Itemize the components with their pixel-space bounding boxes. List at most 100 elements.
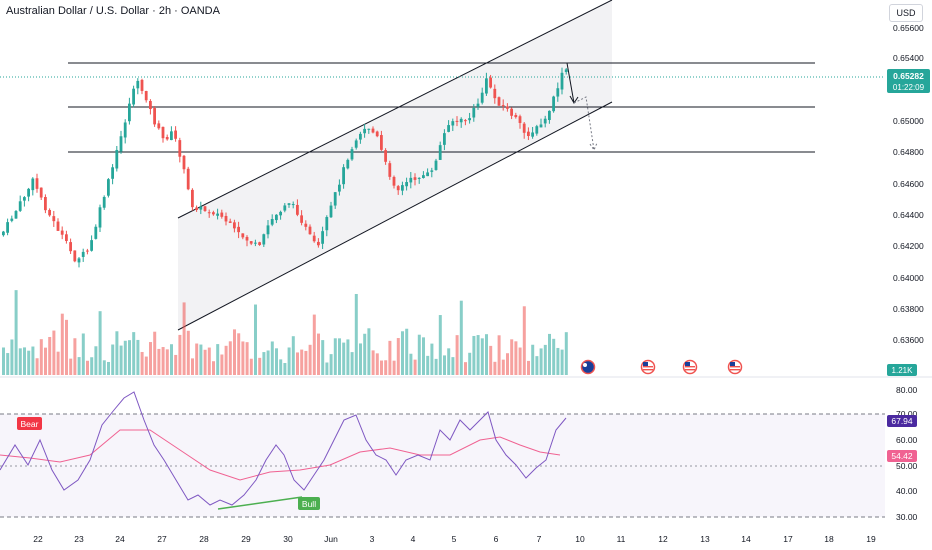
event-flag-usd[interactable]	[640, 359, 656, 375]
volume-bar	[396, 338, 400, 375]
candle-body	[191, 189, 194, 208]
volume-bar	[405, 328, 409, 375]
volume-bar	[552, 338, 556, 375]
event-flag-usd[interactable]	[727, 359, 743, 375]
candle-body	[304, 223, 308, 227]
time-label: 19	[866, 534, 876, 544]
candle-body	[380, 135, 383, 150]
volume-bar	[363, 333, 367, 375]
candle-body	[6, 222, 9, 233]
candle-body	[275, 214, 278, 221]
rsi-axis[interactable]: 80.00 70.00 60.00 50.00 40.00 30.00	[896, 385, 918, 522]
channel-lower-line[interactable]	[177, 101, 613, 331]
candle-body	[2, 231, 5, 236]
volume-bar	[325, 362, 329, 375]
volume-bar	[98, 311, 102, 375]
volume-bar	[304, 350, 308, 375]
rsi-ma-line	[0, 429, 561, 481]
candle-body	[283, 205, 287, 211]
bear-label-text: Bear	[21, 419, 39, 429]
price-tick: 0.63800	[893, 304, 924, 314]
price-tick: 0.64400	[893, 210, 924, 220]
volume-bar	[81, 333, 85, 375]
event-flag-usd[interactable]	[682, 359, 698, 375]
event-flag-aud[interactable]	[580, 359, 596, 375]
volume-bar	[548, 333, 551, 375]
candle-body	[438, 145, 442, 160]
price-tick: 0.64600	[893, 179, 924, 189]
volume-bar	[350, 352, 354, 375]
candle-body	[48, 209, 51, 216]
candle-body	[396, 186, 400, 191]
candle-body	[111, 167, 114, 179]
volume-bar	[308, 344, 312, 375]
candle-body	[434, 160, 438, 170]
projection-path-dashed[interactable]	[573, 96, 598, 152]
volume-bar	[380, 360, 383, 375]
candle-body	[325, 217, 329, 231]
volume-bar	[270, 341, 274, 375]
volume-bar	[60, 313, 64, 375]
volume-bar	[329, 354, 333, 375]
candle-body	[178, 140, 182, 157]
volume-bar	[203, 349, 207, 375]
volume-bar	[212, 361, 215, 375]
volume-bar	[174, 354, 178, 375]
candle-body	[564, 69, 568, 73]
volume-bar	[86, 360, 89, 375]
volume-bar	[262, 352, 266, 375]
volume-bar	[39, 339, 43, 375]
candle-body	[447, 125, 450, 132]
candle-body	[535, 126, 539, 134]
candle-body	[409, 177, 413, 183]
candle-body	[65, 234, 68, 241]
price-tick: 0.64800	[893, 147, 924, 157]
candle-body	[216, 213, 219, 216]
candle-body	[249, 241, 253, 244]
currency-button[interactable]: USD	[889, 4, 923, 22]
volume-bar	[216, 344, 220, 375]
candle-body	[392, 176, 396, 186]
candle-body	[94, 226, 98, 239]
candle-body	[371, 128, 375, 133]
volume-bar	[300, 349, 304, 375]
volume-bar	[317, 333, 320, 375]
volume-bar	[233, 329, 236, 375]
rsi-ma-value-text: 54.42	[891, 451, 913, 461]
candle-body	[405, 182, 408, 187]
candle-body	[430, 170, 434, 172]
candle-body	[102, 196, 106, 208]
rsi-tick: 60.00	[896, 435, 918, 445]
candle-body	[203, 206, 207, 211]
volume-bar	[564, 332, 568, 375]
time-axis[interactable]: 22 23 24 27 28 29 30 Jun 3 4 5 6 7 10 11…	[33, 534, 876, 544]
volume-bar	[170, 344, 173, 375]
volume-bar	[560, 349, 564, 375]
volume-bar	[224, 345, 228, 375]
volume-bar	[157, 348, 161, 375]
volume-bar	[384, 360, 388, 375]
candle-body	[270, 218, 274, 225]
candle-body	[464, 120, 467, 122]
volume-bar	[2, 347, 5, 375]
price-tick: 0.65000	[893, 116, 924, 126]
volume-bar	[510, 339, 514, 375]
candle-body	[417, 177, 421, 179]
bull-label-text: Bull	[302, 499, 316, 509]
volume-bar	[107, 361, 110, 375]
volume-bar	[438, 315, 442, 375]
volume-bar	[371, 350, 375, 375]
candle-body	[312, 235, 316, 242]
candle-body	[321, 231, 324, 244]
volume-bar	[149, 342, 152, 375]
volume-bar	[464, 362, 467, 375]
candles	[2, 67, 568, 268]
volume-bar	[56, 351, 60, 375]
candle-body	[195, 207, 198, 210]
volume-bar	[375, 353, 379, 375]
volume-bar	[422, 337, 425, 375]
channel-upper-line[interactable]	[177, 0, 613, 219]
volume-bar	[207, 347, 211, 375]
candle-body	[296, 204, 299, 215]
